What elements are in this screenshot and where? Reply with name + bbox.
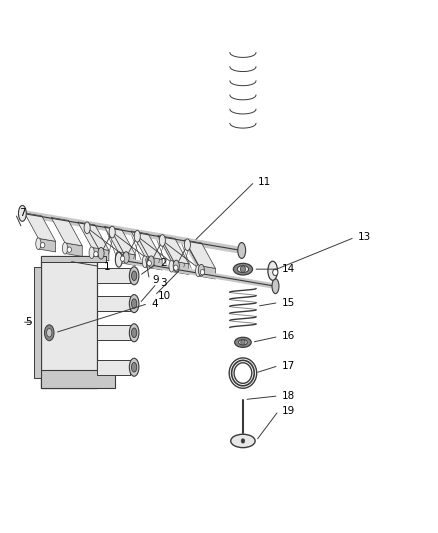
Bar (34, 266, 41, 378)
Ellipse shape (159, 235, 166, 246)
Text: 9: 9 (153, 274, 159, 285)
Ellipse shape (45, 325, 54, 341)
Polygon shape (158, 236, 189, 264)
Ellipse shape (89, 247, 94, 259)
Polygon shape (198, 265, 215, 279)
Ellipse shape (184, 239, 191, 251)
Ellipse shape (116, 252, 121, 263)
Text: 14: 14 (282, 264, 295, 274)
Ellipse shape (238, 243, 246, 259)
Bar (41, 370, 115, 389)
Text: 16: 16 (282, 332, 295, 342)
Circle shape (200, 270, 205, 275)
Bar (97, 296, 130, 311)
Ellipse shape (129, 266, 139, 285)
Ellipse shape (129, 324, 139, 342)
Text: 10: 10 (158, 290, 171, 301)
Circle shape (241, 439, 245, 443)
Text: 11: 11 (258, 176, 272, 187)
Ellipse shape (131, 271, 137, 280)
Polygon shape (78, 222, 109, 251)
Bar (41, 256, 97, 389)
Ellipse shape (233, 263, 253, 275)
Ellipse shape (47, 328, 52, 337)
Ellipse shape (109, 226, 115, 238)
Ellipse shape (36, 238, 41, 249)
Ellipse shape (173, 260, 179, 272)
Polygon shape (131, 231, 162, 260)
Ellipse shape (131, 362, 137, 372)
Ellipse shape (62, 243, 67, 254)
Circle shape (67, 247, 71, 252)
Ellipse shape (123, 252, 129, 263)
Bar (97, 360, 130, 375)
Bar (41, 256, 106, 262)
Circle shape (173, 265, 178, 270)
Ellipse shape (169, 261, 174, 272)
Ellipse shape (235, 337, 251, 348)
Text: 17: 17 (282, 361, 295, 370)
Ellipse shape (129, 358, 139, 376)
Circle shape (147, 261, 152, 266)
Ellipse shape (237, 266, 249, 272)
Circle shape (120, 256, 125, 261)
Polygon shape (184, 240, 215, 268)
Ellipse shape (134, 230, 140, 242)
Ellipse shape (268, 261, 278, 280)
Circle shape (241, 340, 245, 345)
Text: 4: 4 (152, 298, 158, 309)
Polygon shape (39, 238, 56, 252)
Ellipse shape (148, 256, 154, 268)
Polygon shape (92, 247, 109, 261)
Text: 19: 19 (282, 406, 295, 416)
Text: 1: 1 (104, 262, 110, 271)
Bar (97, 325, 130, 340)
Ellipse shape (239, 340, 247, 345)
Circle shape (240, 266, 246, 272)
Ellipse shape (84, 222, 90, 233)
Circle shape (94, 252, 98, 257)
Ellipse shape (272, 279, 279, 294)
Ellipse shape (98, 247, 104, 259)
Ellipse shape (142, 256, 148, 268)
Ellipse shape (198, 264, 205, 276)
Polygon shape (104, 227, 135, 255)
Text: 13: 13 (358, 232, 371, 243)
Circle shape (273, 269, 278, 276)
Ellipse shape (115, 252, 122, 267)
Text: 3: 3 (160, 278, 167, 288)
Text: 15: 15 (282, 297, 295, 308)
Ellipse shape (231, 434, 255, 448)
Ellipse shape (129, 295, 139, 313)
Ellipse shape (131, 328, 137, 337)
Bar (97, 268, 130, 283)
Text: 18: 18 (282, 391, 295, 401)
Polygon shape (145, 256, 162, 270)
Polygon shape (51, 217, 82, 246)
Polygon shape (118, 252, 135, 265)
Text: 2: 2 (160, 259, 167, 268)
Ellipse shape (18, 205, 26, 221)
Ellipse shape (131, 299, 137, 309)
Ellipse shape (196, 265, 201, 277)
Circle shape (40, 243, 45, 248)
Polygon shape (172, 261, 189, 274)
Text: 7: 7 (19, 208, 25, 219)
Polygon shape (65, 243, 82, 256)
Text: 5: 5 (25, 317, 32, 327)
Polygon shape (25, 213, 56, 241)
